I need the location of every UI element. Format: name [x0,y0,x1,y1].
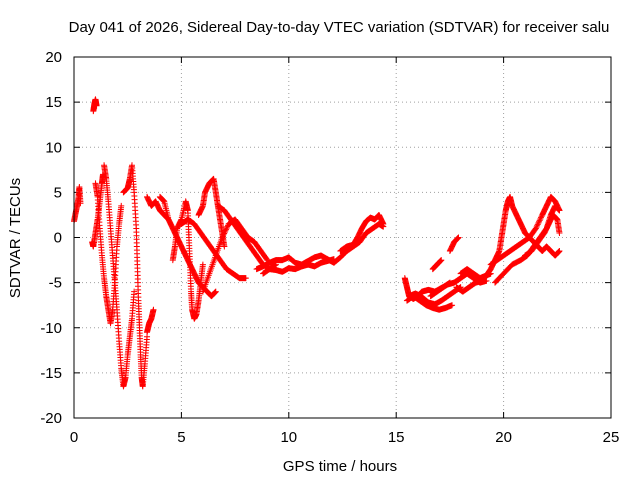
data-point [380,220,387,227]
data-point [446,279,453,286]
series-s12 [195,175,228,250]
series-s6 [120,162,151,390]
data-point [532,225,539,232]
x-tick-label: 10 [280,429,297,446]
data-point [455,234,462,241]
data-point [223,225,230,232]
y-tick-label: -15 [40,365,62,382]
series-s21 [427,279,453,300]
data-point [219,234,226,241]
series-s20 [406,284,464,308]
data-point [536,217,543,224]
y-tick-label: 20 [45,49,62,66]
series-s23 [446,234,462,255]
x-axis-label: GPS time / hours [283,458,397,475]
data-series [71,96,563,390]
data-point [556,207,563,214]
data-point [330,256,337,263]
data-point [242,275,249,282]
data-point [536,218,543,225]
data-point [165,216,172,223]
x-tick-label: 0 [70,429,78,446]
x-tick-label: 20 [495,429,512,446]
y-tick-label: 0 [54,230,62,247]
chart-title: Day 041 of 2026, Sidereal Day-to-day VTE… [69,19,610,36]
data-point [219,233,226,240]
data-point [221,230,228,237]
series-s5 [101,162,138,390]
series-s4 [92,180,125,327]
data-point [212,288,219,295]
axis-ticks: 0 5 10 15 20 25 -20 -15 -10 -5 0 5 10 15 20 [40,49,619,446]
y-tick-label: -20 [40,410,62,427]
data-point [449,302,456,309]
data-point [534,221,541,228]
data-point [224,223,231,230]
data-point [77,200,84,207]
x-tick-label: 25 [603,429,620,446]
data-point [438,257,445,264]
data-point [263,256,270,263]
data-point [150,306,157,313]
y-tick-label: 5 [54,184,62,201]
plot-frame [73,56,612,419]
series-s28 [522,211,563,259]
data-point [556,248,563,255]
series-s9 [156,193,172,223]
series-s16 [260,256,337,277]
data-point [537,214,544,221]
x-tick-label: 5 [177,429,185,446]
data-point [221,229,228,236]
y-axis-label: SDTVAR / TECUs [7,178,24,298]
series-s22 [429,257,445,273]
y-tick-label: -5 [49,275,62,292]
data-point [535,220,542,227]
data-point [199,261,206,268]
series-s13 [199,216,271,295]
data-point [221,243,228,250]
series-s10 [169,198,206,322]
series-s7 [144,306,157,336]
data-point [222,227,229,234]
data-point [220,231,227,238]
series-s17 [337,211,387,255]
grid-lines [74,57,611,418]
data-point [131,288,138,295]
data-point [556,229,563,236]
y-tick-label: 10 [45,139,62,156]
y-tick-label: -10 [40,320,62,337]
x-tick-label: 15 [388,429,405,446]
series-s2 [90,96,100,115]
data-point [533,224,540,231]
data-point [537,215,544,222]
data-point [93,102,100,109]
data-point [118,202,125,209]
data-point [534,222,541,229]
y-tick-label: 15 [45,94,62,111]
data-point [223,226,230,233]
